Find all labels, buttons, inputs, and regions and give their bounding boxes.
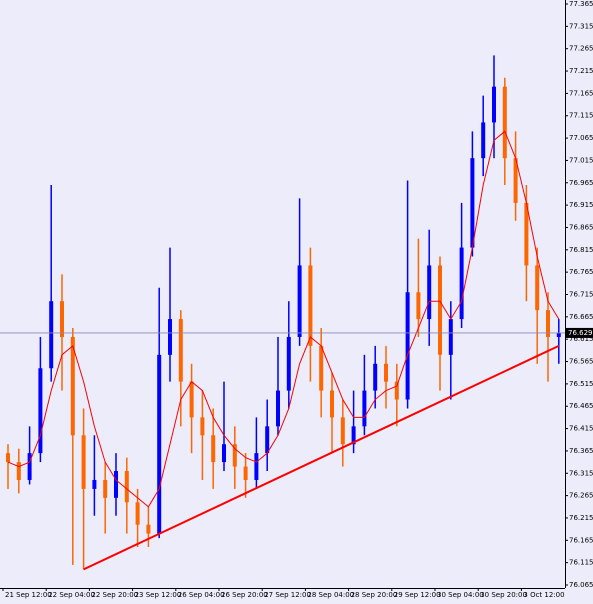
bar-body [416, 292, 421, 320]
bar-body [265, 426, 270, 454]
y-tick-label: 76.165 [569, 536, 593, 544]
x-tick-label: 29 Sep 12:00 [394, 591, 441, 599]
bar-body [351, 426, 356, 445]
y-tick-label: 76.965 [569, 179, 593, 187]
y-tick-label: 76.765 [569, 268, 593, 276]
bar-body [243, 466, 248, 480]
bar-body [92, 479, 97, 489]
bar-body [535, 265, 540, 311]
bar-body [373, 363, 378, 391]
bar-body [546, 310, 550, 337]
bar-body [146, 524, 151, 534]
y-tick-label: 76.615 [569, 335, 593, 343]
bar-body [189, 381, 194, 418]
bar-body [81, 435, 86, 489]
bar-body [157, 354, 162, 534]
bar-body [286, 336, 291, 391]
bar-body [60, 301, 64, 337]
bar-body [297, 265, 302, 337]
bar-body [459, 247, 464, 320]
bar-body [16, 462, 21, 480]
x-tick-label: 30 Sep 04:00 [437, 591, 484, 599]
bar-body [340, 417, 345, 445]
bar-body [222, 444, 226, 463]
moving-average [7, 130, 560, 508]
bar-body [276, 390, 280, 427]
bar-body [254, 453, 259, 480]
bar-body [470, 158, 475, 248]
bar-body [168, 319, 172, 355]
x-tick-label: 28 Sep 04:00 [307, 591, 354, 599]
y-tick-label: 76.665 [569, 313, 593, 321]
y-tick-label: 76.115 [569, 559, 593, 567]
y-tick-label: 76.215 [569, 514, 593, 522]
bar-body [502, 86, 507, 159]
bar-body [114, 471, 118, 498]
y-tick-label: 76.465 [569, 402, 593, 410]
y-tick-label: 76.065 [569, 581, 593, 589]
bar-body [330, 390, 334, 418]
bar-body [319, 345, 324, 391]
last-price-label: 76.629 [568, 329, 593, 337]
x-tick-label: 28 Sep 20:00 [351, 591, 398, 599]
x-tick-label: 3 Oct 12:00 [523, 591, 564, 599]
bar-body [513, 158, 518, 203]
bar-body [135, 502, 140, 525]
bar-body [27, 453, 32, 480]
bar-body [362, 390, 367, 427]
y-tick-label: 76.715 [569, 291, 593, 299]
x-tick-label: 21 Sep 12:00 [5, 591, 52, 599]
bar-body [438, 265, 442, 355]
bar-body [405, 292, 410, 400]
y-tick-label: 77.065 [569, 134, 593, 142]
y-tick-label: 76.915 [569, 201, 593, 209]
y-tick-label: 77.215 [569, 67, 593, 75]
y-tick-label: 76.815 [569, 246, 593, 254]
x-tick-label: 22 Sep 20:00 [91, 591, 138, 599]
bar-body [556, 332, 561, 337]
bar-body [211, 435, 216, 463]
x-tick-label: 26 Sep 04:00 [178, 591, 225, 599]
bar-body [124, 471, 129, 503]
x-tick-label: 27 Sep 12:00 [264, 591, 311, 599]
y-tick-label: 76.565 [569, 358, 593, 366]
last-price-box [566, 327, 593, 338]
y-tick-label: 77.165 [569, 89, 593, 97]
bar-body [492, 86, 496, 123]
x-tick-label: 22 Sep 04:00 [48, 591, 95, 599]
bar-body [384, 363, 388, 382]
bar-body [49, 301, 54, 369]
bar-body [70, 336, 75, 436]
y-tick-label: 76.515 [569, 380, 593, 388]
bar-body [308, 265, 313, 346]
trendline [83, 344, 560, 571]
y-tick-label: 76.315 [569, 469, 593, 477]
y-tick-label: 77.115 [569, 112, 593, 120]
bar-body [200, 417, 205, 436]
y-tick-label: 77.265 [569, 45, 593, 53]
bar-body [427, 265, 432, 320]
y-tick-label: 77.365 [569, 0, 593, 8]
bar-body [103, 479, 108, 498]
bar-body [178, 319, 183, 382]
y-tick-label: 76.415 [569, 425, 593, 433]
bar-body [38, 368, 43, 454]
x-tick-label: 26 Sep 20:00 [221, 591, 268, 599]
y-tick-label: 76.265 [569, 492, 593, 500]
bar-body [394, 381, 399, 400]
y-tick-label: 77.015 [569, 156, 593, 164]
y-tick-label: 76.865 [569, 223, 593, 231]
bar-body [524, 202, 529, 266]
x-tick-label: 30 Sep 20:00 [480, 591, 527, 599]
bar-body [481, 122, 486, 159]
y-tick-label: 76.365 [569, 447, 593, 455]
bar-body [232, 444, 237, 467]
bar-body [448, 319, 453, 355]
x-tick-label: 23 Sep 12:00 [135, 591, 182, 599]
bar-body [6, 453, 10, 463]
y-tick-label: 77.315 [569, 22, 593, 30]
